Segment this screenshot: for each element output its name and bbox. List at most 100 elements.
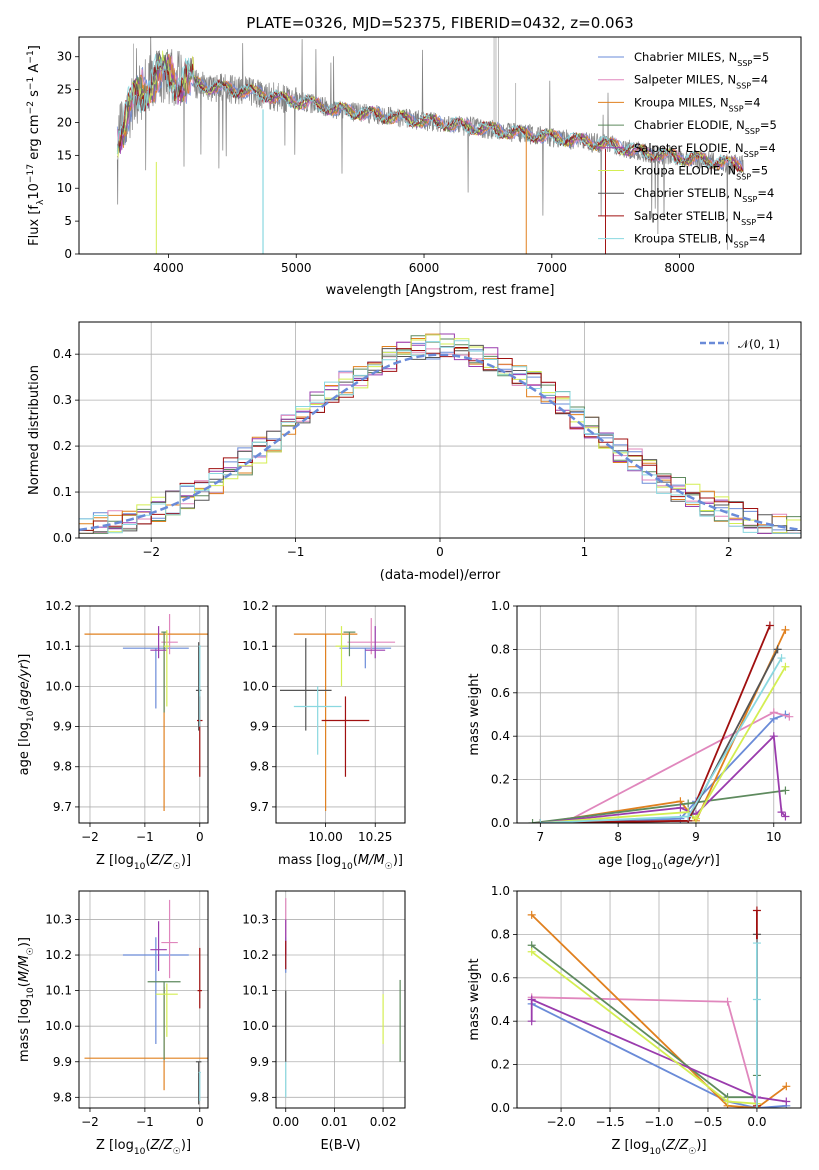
y-tick-label: 20 bbox=[57, 115, 72, 129]
legend-label-salpeter_miles: Salpeter MILES, NSSP=4 bbox=[634, 73, 768, 91]
x-tick-label: −1 bbox=[136, 830, 154, 844]
axes-frame bbox=[275, 605, 406, 824]
series-line-salpeter_elodie bbox=[540, 734, 787, 823]
x-axis-label: age [log10(age/yr)] bbox=[598, 853, 720, 872]
chart-title: PLATE=0326, MJD=52375, FIBERID=0432, z=0… bbox=[246, 14, 633, 32]
x-tick-label: 5000 bbox=[281, 261, 312, 275]
histogram-salpeter_stelib bbox=[79, 347, 801, 534]
y-tick-label: 0.8 bbox=[491, 642, 510, 656]
x-tick-label: 0.02 bbox=[370, 1115, 397, 1129]
x-tick-label: 6000 bbox=[409, 261, 440, 275]
x-tick-label: 8000 bbox=[664, 261, 695, 275]
y-tick-label: 10.3 bbox=[45, 912, 72, 926]
x-tick-label: 0 bbox=[436, 545, 444, 559]
x-tick-label: 9 bbox=[692, 830, 700, 844]
y-tick-label: 0.6 bbox=[491, 971, 510, 985]
y-tick-label: 9.9 bbox=[250, 1055, 269, 1069]
series-line-chabrier_miles bbox=[531, 1002, 787, 1108]
y-tick-label: 10.0 bbox=[45, 1019, 72, 1033]
x-tick-label: −1 bbox=[287, 545, 305, 559]
marker-kroupa_elodie bbox=[527, 947, 536, 956]
y-tick-label: 9.9 bbox=[53, 1055, 72, 1069]
legend-label-chabrier_elodie: Chabrier ELODIE, NSSP=5 bbox=[634, 118, 777, 136]
plot-area bbox=[279, 618, 396, 811]
marker-kroupa_stelib bbox=[752, 1104, 761, 1108]
histogram-chabrier_stelib bbox=[79, 344, 801, 534]
series-line-salpeter_elodie bbox=[530, 998, 787, 1103]
legend-label-kroupa_miles: Kroupa MILES, NSSP=4 bbox=[634, 95, 761, 113]
marker-kroupa_miles bbox=[527, 910, 536, 919]
histogram-kroupa_elodie bbox=[79, 334, 801, 534]
x-tick-label: 8 bbox=[614, 830, 622, 844]
marker-salpeter_miles bbox=[723, 997, 732, 1006]
y-tick-label: 25 bbox=[57, 83, 72, 97]
legend-label-gaussian: 𝒩(0, 1) bbox=[738, 337, 780, 351]
y-tick-label: 0.1 bbox=[53, 485, 72, 499]
y-tick-label: 0.0 bbox=[491, 1101, 510, 1115]
y-axis-label: mass weight bbox=[467, 673, 482, 755]
marker-salpeter_stelib bbox=[752, 906, 761, 915]
x-axis-label: Z [log10(Z/Z☉)] bbox=[611, 1138, 706, 1157]
x-tick-label: 0.00 bbox=[272, 1115, 299, 1129]
y-tick-label: 10.2 bbox=[45, 599, 72, 613]
y-tick-label: 9.8 bbox=[250, 760, 269, 774]
x-tick-label: 0.0 bbox=[747, 1115, 766, 1129]
histogram-kroupa_stelib bbox=[79, 340, 801, 534]
marker-salpeter_elodie bbox=[782, 1097, 791, 1106]
series-line-salpeter_stelib bbox=[540, 625, 771, 823]
x-tick-label: −2 bbox=[142, 545, 160, 559]
x-tick-label: 0 bbox=[196, 830, 204, 844]
series-line-salpeter_miles bbox=[563, 711, 790, 823]
y-axis-label: Normed distribution bbox=[27, 365, 42, 495]
panel-age_vs_Z: −2 −1 0 9.7 9.8 9.9 10.0 10.1 10.2 age [log10(age… bbox=[17, 599, 209, 872]
y-tick-label: 30 bbox=[57, 50, 72, 64]
y-tick-label: 5 bbox=[64, 214, 72, 228]
series-line-kroupa_miles bbox=[531, 914, 787, 1108]
y-tick-label: 10.2 bbox=[242, 948, 269, 962]
y-tick-label: 10.1 bbox=[242, 639, 269, 653]
y-tick-label: 10.2 bbox=[242, 599, 269, 613]
panel-mass_vs_Z: −2 −1 0 9.8 9.9 10.0 10.1 10.2 10.3 mass [log10(M… bbox=[17, 890, 209, 1157]
x-tick-label: 0 bbox=[196, 1115, 204, 1129]
marker-kroupa_elodie bbox=[723, 1097, 732, 1106]
marker-kroupa_stelib bbox=[536, 819, 545, 823]
y-tick-label: 0.6 bbox=[491, 686, 510, 700]
x-tick-label: −0.5 bbox=[693, 1115, 722, 1129]
x-tick-label: 2 bbox=[725, 545, 733, 559]
y-tick-label: 1.0 bbox=[491, 599, 510, 613]
axes-frame bbox=[78, 890, 209, 1109]
marker-kroupa_stelib bbox=[684, 812, 693, 821]
x-axis-label: (data-model)/error bbox=[380, 568, 501, 583]
x-axis-label: Z [log10(Z/Z☉)] bbox=[96, 1138, 191, 1157]
x-tick-label: 7 bbox=[537, 830, 545, 844]
y-tick-label: 10.1 bbox=[242, 984, 269, 998]
series-line-kroupa_elodie bbox=[540, 666, 787, 823]
marker-kroupa_stelib bbox=[752, 939, 761, 948]
panel-residual_distribution: −2 −1 0 1 2 0.0 0.1 0.2 0.3 0.4 (data-model)/error… bbox=[27, 321, 802, 583]
legend-label-salpeter_stelib: Salpeter STELIB, NSSP=4 bbox=[634, 209, 773, 227]
x-tick-label: −1.0 bbox=[644, 1115, 673, 1129]
marker-salpeter_miles bbox=[769, 708, 778, 717]
model-spectrum-kroupa_stelib bbox=[116, 54, 732, 169]
y-tick-label: 9.7 bbox=[53, 800, 72, 814]
y-tick-label: 15 bbox=[57, 148, 72, 162]
y-axis-label: Flux [fλ10−17 erg cm−2 s−1 A−1] bbox=[26, 45, 46, 246]
x-tick-label: 10.00 bbox=[308, 830, 342, 844]
x-tick-label: −2 bbox=[81, 830, 99, 844]
y-axis-label: age [log10(age/yr)] bbox=[17, 654, 36, 776]
y-tick-label: 0.2 bbox=[491, 773, 510, 787]
x-axis-label: Z [log10(Z/Z☉)] bbox=[96, 853, 191, 872]
y-tick-label: 0.4 bbox=[491, 1014, 510, 1028]
y-tick-label: 1.0 bbox=[491, 884, 510, 898]
legend-label-kroupa_elodie: Kroupa ELODIE, NSSP=5 bbox=[634, 164, 768, 182]
x-tick-label: 4000 bbox=[153, 261, 184, 275]
y-tick-label: 0.4 bbox=[491, 729, 510, 743]
plot-area bbox=[527, 906, 791, 1108]
marker-salpeter_elodie bbox=[781, 812, 790, 821]
marker-salpeter_elodie bbox=[527, 995, 536, 1004]
y-tick-label: 9.9 bbox=[250, 720, 269, 734]
y-tick-label: 0.3 bbox=[53, 393, 72, 407]
x-axis-label: wavelength [Angstrom, rest frame] bbox=[326, 283, 555, 298]
marker-chabrier_elodie bbox=[528, 819, 537, 823]
